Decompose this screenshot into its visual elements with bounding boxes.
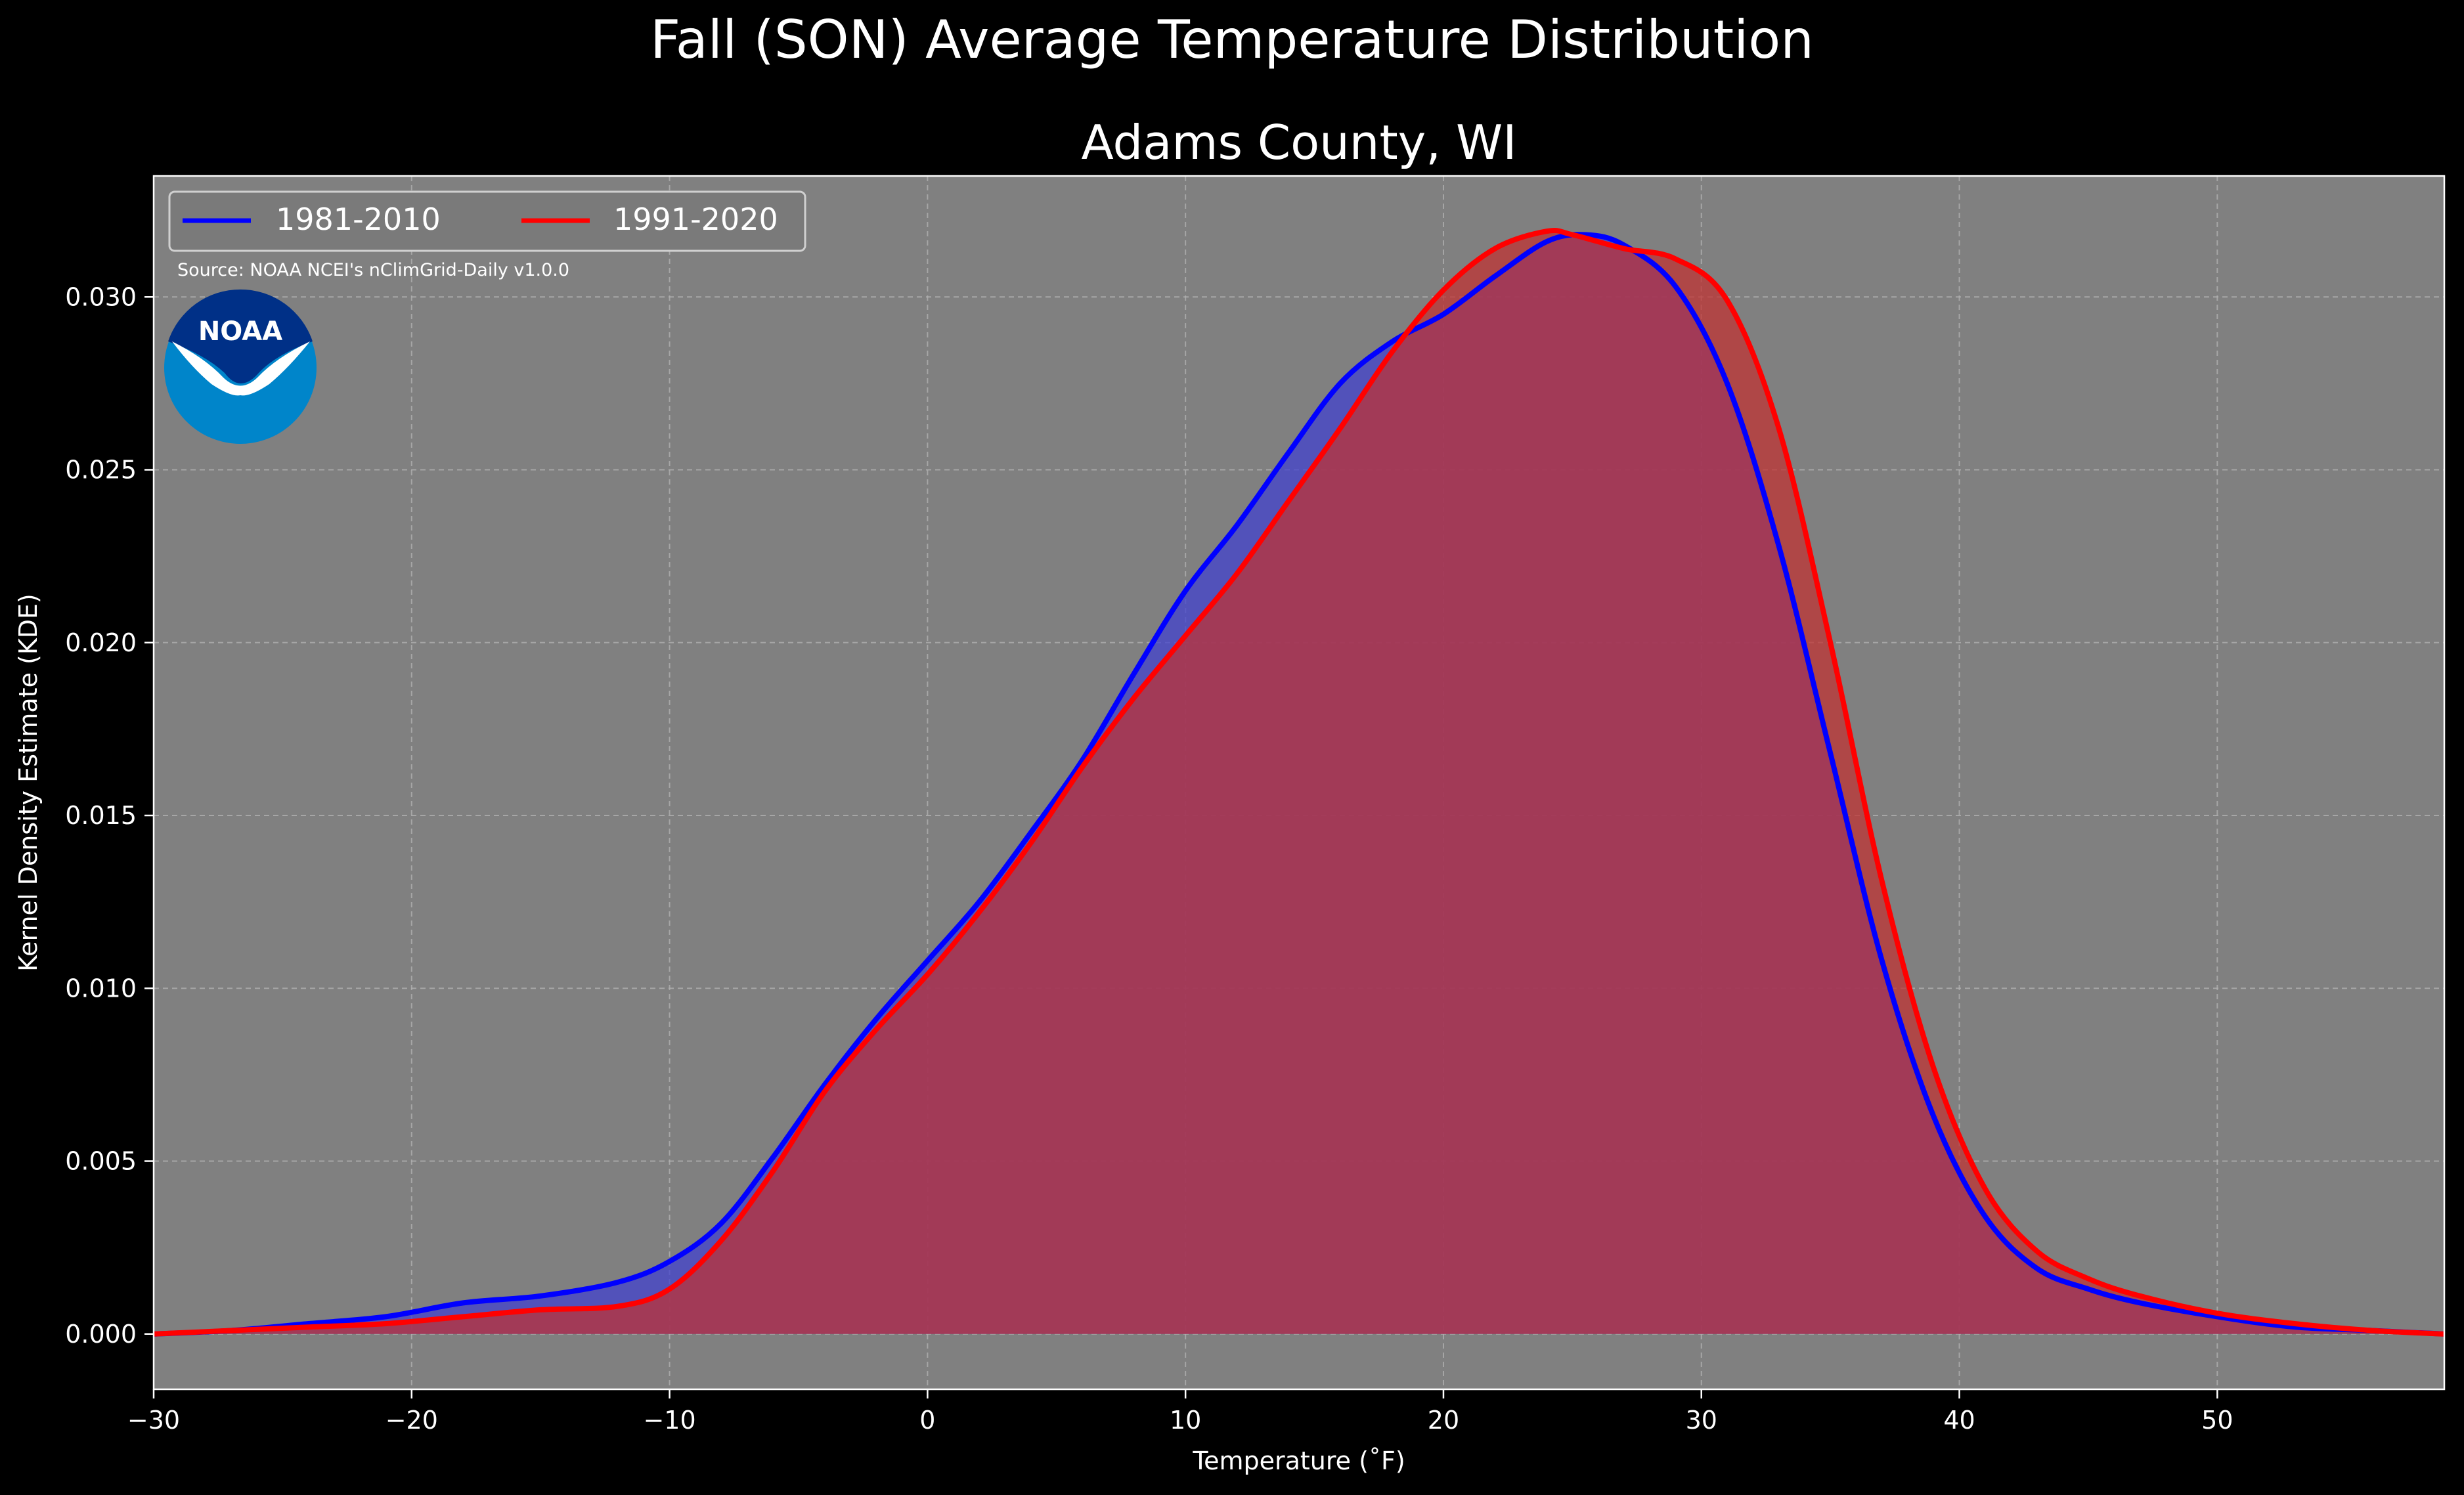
noaa-logo-gull [172, 341, 310, 396]
legend-label-1981-2010: 1981-2010 [276, 202, 441, 237]
noaa-logo-icon: NOAA [164, 289, 317, 444]
y-axis-label: Kernel Density Estimate (KDE) [14, 594, 43, 972]
x-tick-label: 30 [1686, 1406, 1717, 1435]
y-tick-label: 0.010 [65, 974, 137, 1003]
x-tick-label: −10 [643, 1406, 695, 1435]
kde-fill-1991-2020 [154, 230, 2444, 1334]
y-tick-label: 0.005 [65, 1147, 137, 1176]
x-tick-label: −30 [127, 1406, 180, 1435]
x-tick-label: 10 [1170, 1406, 1201, 1435]
y-tick-label: 0.025 [65, 456, 137, 485]
x-axis-label: Temperature (˚F) [1192, 1446, 1405, 1475]
x-tick-label: 20 [1428, 1406, 1459, 1435]
x-tick-label: 40 [1943, 1406, 1975, 1435]
chart-title: Adams County, WI [1082, 115, 1517, 170]
y-tick-label: 0.000 [65, 1320, 137, 1349]
legend-box [168, 190, 806, 252]
legend: 1981-2010 1991-2020 [168, 190, 806, 252]
figure-suptitle: Fall (SON) Average Temperature Distribut… [650, 9, 1814, 70]
kde-line-1991-2020 [153, 227, 2445, 1337]
series-fills [154, 230, 2444, 1334]
x-tick-label: −20 [385, 1406, 438, 1435]
y-tick-label: 0.030 [65, 282, 137, 311]
source-note: Source: NOAA NCEI's nClimGrid-Daily v1.0… [177, 260, 569, 280]
series-lines [153, 227, 2445, 1337]
y-tick-label: 0.015 [65, 801, 137, 830]
y-tick-label: 0.020 [65, 628, 137, 657]
plot-frame [152, 175, 2446, 1391]
x-tick-label: 50 [2201, 1406, 2233, 1435]
y-axis: 0.000 0.005 0.010 0.015 0.020 0.025 0.030 [65, 282, 154, 1349]
x-tick-label: 0 [919, 1406, 935, 1435]
noaa-logo-top [168, 289, 313, 383]
kde-line-1981-2010 [153, 232, 2445, 1337]
noaa-logo-text: NOAA [198, 316, 282, 347]
x-axis: −30 −20 −10 0 10 20 30 40 50 [127, 1389, 2233, 1435]
legend-label-1991-2020: 1991-2020 [613, 202, 778, 237]
